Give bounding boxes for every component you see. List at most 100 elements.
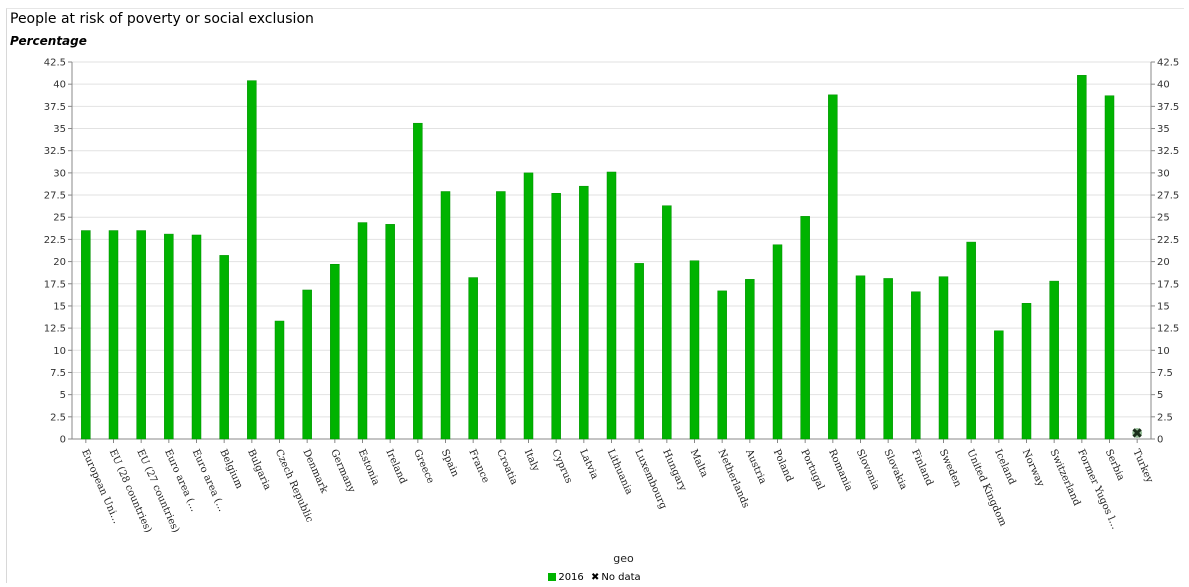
bar (191, 234, 202, 440)
y-tick-label-left: 20 (53, 257, 66, 268)
bar (496, 191, 506, 440)
bar (966, 241, 976, 440)
bar (1021, 303, 1032, 440)
y-tick-label-left: 40 (53, 80, 66, 91)
legend[interactable]: 2016 ✖ No data (0, 572, 1189, 583)
no-data-marker (1132, 428, 1143, 438)
bar (606, 171, 617, 440)
y-tick-label-left: 12.5 (44, 324, 66, 335)
x-tick-label: Poland (771, 448, 795, 484)
bar (1049, 280, 1059, 440)
bar (1104, 95, 1115, 440)
bar (523, 172, 534, 440)
y-tick-label-right: 40 (1157, 80, 1170, 91)
bar-chart: 0 0 2.5 2.5 5 5 7.5 7.5 10 10 12.5 12.5 15 15 17.5 17.5… (44, 58, 1180, 566)
x-tick-label: France (466, 448, 491, 485)
x-tick-label: Sweden (937, 448, 964, 490)
x-tick-label: Austria (743, 447, 768, 486)
x-axis-title: geo (613, 552, 634, 565)
bar (413, 122, 423, 440)
y-tick-label-left: 15 (53, 301, 66, 312)
y-tick-label-left: 22.5 (44, 235, 66, 246)
y-tick-label-right: 10 (1157, 346, 1170, 357)
y-tick-label-left: 10 (53, 346, 66, 357)
x-tick-label: Bulgaria (245, 448, 273, 492)
y-tick-label-right: 32.5 (1157, 146, 1179, 157)
chart-subtitle: Percentage (10, 34, 87, 48)
bar (247, 80, 257, 440)
bar (911, 291, 921, 440)
x-tick-label: Malta (688, 448, 710, 479)
x-tick-label: Romania (826, 448, 854, 493)
x-tick-label: Portugal (798, 448, 826, 492)
y-tick-label-left: 0 (60, 435, 66, 446)
bar (108, 230, 119, 440)
y-tick-label-left: 32.5 (44, 146, 66, 157)
bar (689, 260, 700, 440)
y-tick-label-right: 0 (1157, 435, 1163, 446)
x-tick-label: Slovakia (881, 448, 909, 492)
y-tick-label-right: 5 (1157, 390, 1163, 401)
y-tick-label-left: 42.5 (44, 58, 66, 69)
x-tick-label: Norway (1020, 448, 1046, 489)
bar (164, 233, 174, 440)
y-tick-label-right: 22.5 (1157, 235, 1179, 246)
bar (883, 278, 893, 440)
x-tick-label: Spain (439, 448, 461, 479)
bar (1077, 75, 1087, 440)
x-tick-label: Estonia (356, 448, 382, 487)
bar (938, 276, 949, 440)
y-tick-label-right: 7.5 (1157, 368, 1173, 379)
y-tick-label-right: 37.5 (1157, 102, 1179, 113)
bar (828, 94, 838, 440)
x-tick-label: Ireland (383, 448, 408, 487)
y-tick-label-right: 17.5 (1157, 279, 1179, 290)
bar (994, 330, 1004, 440)
x-tick-label: Croatia (494, 448, 519, 487)
x-tick-label: Lithuania (605, 448, 635, 497)
bar (302, 289, 312, 440)
bar (440, 191, 451, 440)
bar (385, 224, 395, 440)
y-tick-label-right: 12.5 (1157, 324, 1179, 335)
x-tick-label: Slovenia (854, 448, 882, 492)
bar (772, 244, 783, 440)
legend-label-2016: 2016 (558, 572, 584, 583)
bar (662, 205, 672, 440)
x-tick-label: Iceland (992, 448, 1018, 487)
chart-frame (6, 8, 1184, 583)
y-tick-label-right: 20 (1157, 257, 1170, 268)
x-tick-label: Switzerland (1047, 448, 1082, 508)
bar (219, 255, 229, 440)
no-data-cross-icon: ✖ (590, 572, 600, 583)
y-tick-label-right: 2.5 (1157, 412, 1173, 423)
x-tick-label: Latvia (577, 448, 600, 481)
y-tick-label-left: 30 (53, 168, 66, 179)
bar (745, 279, 755, 440)
x-tick-label: Belgium (217, 448, 244, 491)
y-tick-label-left: 7.5 (50, 368, 66, 379)
legend-swatch-2016 (548, 573, 557, 581)
y-tick-label-right: 35 (1157, 124, 1170, 135)
bar (551, 193, 561, 440)
bar (579, 185, 589, 440)
y-tick-label-left: 37.5 (44, 102, 66, 113)
x-tick-label: Hungary (660, 448, 688, 493)
x-tick-label: Cyprus (549, 448, 574, 485)
x-tick-label: Italy (522, 448, 541, 474)
bar (357, 222, 368, 440)
x-tick-label: Finland (909, 448, 935, 488)
chart-title: People at risk of poverty or social excl… (10, 11, 314, 27)
y-tick-label-right: 25 (1157, 213, 1170, 224)
bar (274, 320, 285, 440)
y-tick-label-left: 17.5 (44, 279, 66, 290)
bar (855, 275, 866, 440)
x-tick-label: Greece (411, 448, 436, 486)
legend-label-no-data: No data (601, 572, 641, 583)
bar (634, 263, 644, 440)
x-tick-label: Serbia (1103, 448, 1127, 483)
y-tick-label-left: 25 (53, 213, 66, 224)
y-tick-label-right: 27.5 (1157, 191, 1179, 202)
x-tick-label: Germany (328, 448, 357, 495)
y-tick-label-left: 27.5 (44, 191, 66, 202)
